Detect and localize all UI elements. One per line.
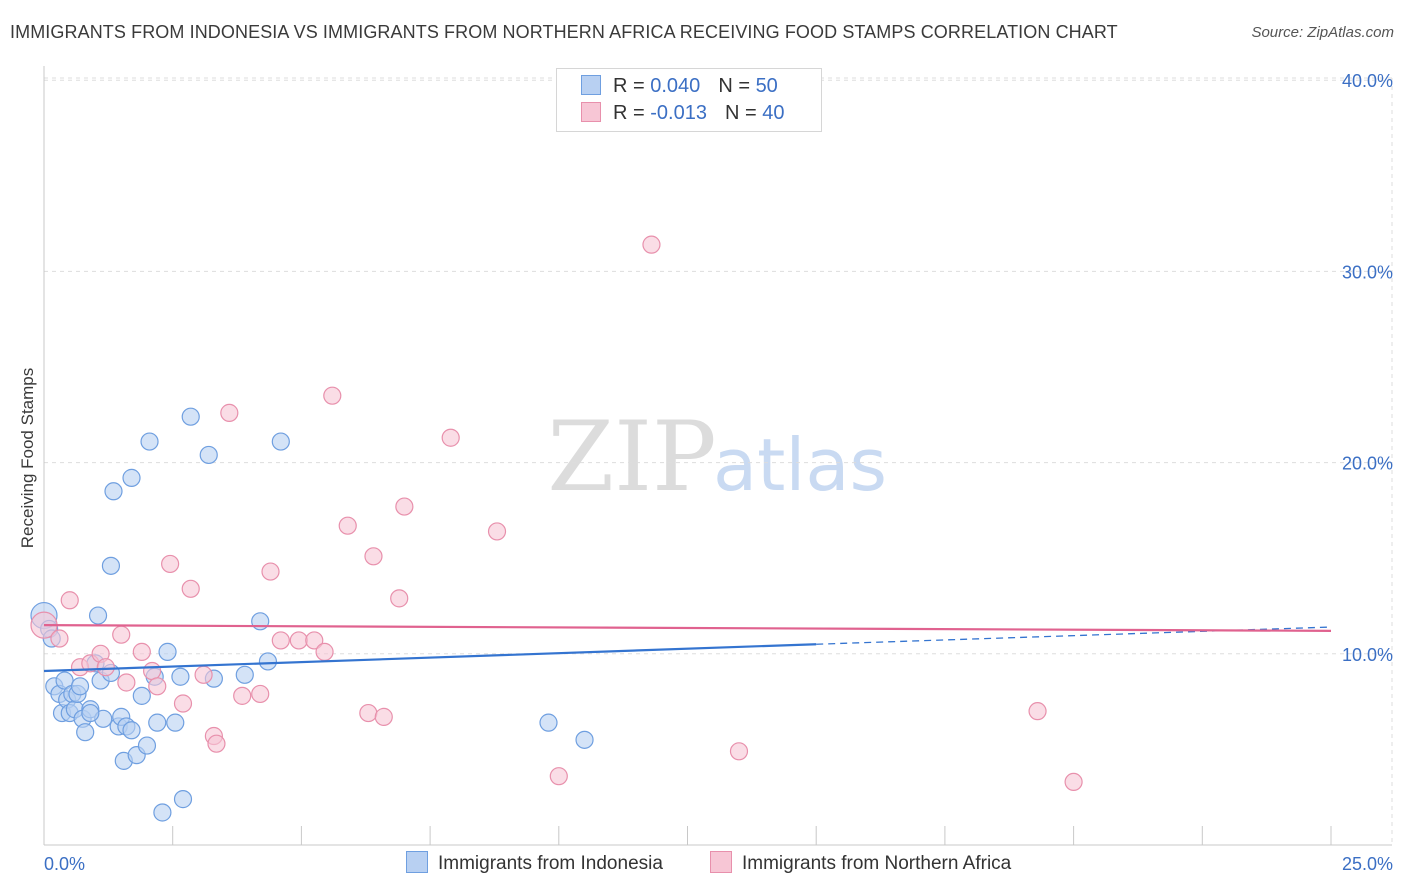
northern-africa-point xyxy=(173,694,193,713)
northern-africa-point xyxy=(549,767,568,786)
y-tick-label: 40.0% xyxy=(1342,71,1393,91)
northern-africa-point xyxy=(729,742,749,761)
indonesia-point xyxy=(171,667,190,686)
legend-swatch-blue xyxy=(581,75,601,95)
legend-n-value: 40 xyxy=(762,102,785,124)
legend-n-label: N = xyxy=(724,102,763,124)
northern-africa-point xyxy=(96,658,115,677)
legend-label-indonesia: Immigrants from Indonesia xyxy=(438,853,663,874)
legend-label-northern-africa: Immigrants from Northern Africa xyxy=(742,853,1012,874)
northern-africa-trend-line xyxy=(43,624,1332,632)
indonesia-point xyxy=(235,665,254,684)
northern-africa-point xyxy=(1064,772,1083,792)
northern-africa-point xyxy=(207,734,226,753)
legend-r-label: R = xyxy=(613,102,651,124)
legend-row-indonesia: R = 0.040 N = 50 xyxy=(581,75,778,101)
y-tick-label: 30.0% xyxy=(1342,262,1393,282)
legend-swatch-pink xyxy=(581,102,601,122)
indonesia-trend-extension xyxy=(816,626,1332,645)
northern-africa-point xyxy=(364,547,383,566)
indonesia-point xyxy=(166,713,185,732)
tick-labels: 10.0% 20.0% 30.0% 40.0% 0.0% 25.0% xyxy=(44,71,1393,874)
axes xyxy=(43,66,1392,846)
northern-africa-point xyxy=(143,661,162,681)
northern-africa-point xyxy=(233,686,252,705)
indonesia-point xyxy=(137,736,157,755)
indonesia-point xyxy=(539,713,558,732)
bottom-legend-northern-africa: Immigrants from Northern Africa xyxy=(710,851,1011,875)
legend-r-value: -0.013 xyxy=(650,102,707,124)
trend-lines xyxy=(43,624,1332,673)
northern-africa-point xyxy=(132,642,151,661)
northern-africa-point xyxy=(487,522,507,541)
indonesia-point xyxy=(173,790,193,809)
indonesia-point xyxy=(122,468,141,487)
indonesia-point xyxy=(76,723,95,742)
correlation-legend: R = 0.040 N = 50 R = -0.013 N = 40 xyxy=(556,68,822,132)
northern-africa-point xyxy=(261,562,280,581)
northern-africa-point xyxy=(323,386,342,405)
northern-africa-point xyxy=(374,707,393,726)
watermark: ZIP atlas xyxy=(547,401,887,513)
indonesia-point xyxy=(199,445,218,465)
northern-africa-point xyxy=(251,684,270,704)
legend-row-northern-africa: R = -0.013 N = 40 xyxy=(581,102,784,128)
indonesia-point xyxy=(101,556,121,575)
northern-africa-point xyxy=(117,673,136,692)
northern-africa-point xyxy=(338,516,357,535)
northern-africa-point xyxy=(315,642,334,661)
bottom-legend-indonesia: Immigrants from Indonesia xyxy=(406,851,663,875)
indonesia-point xyxy=(251,612,270,631)
northern-africa-point xyxy=(1028,702,1047,721)
northern-africa-point xyxy=(60,591,79,610)
northern-africa-point xyxy=(305,631,324,650)
indonesia-point xyxy=(158,642,177,661)
northern-africa-point xyxy=(271,631,290,650)
indonesia-point xyxy=(271,432,290,451)
x-tick-label: 0.0% xyxy=(44,854,85,874)
northern-africa-point xyxy=(50,629,69,648)
indonesia-point xyxy=(148,713,167,732)
northern-africa-point xyxy=(642,235,661,254)
legend-r-label: R = xyxy=(613,75,651,97)
northern-africa-point xyxy=(395,497,414,516)
northern-africa-point xyxy=(390,589,409,608)
legend-n-value: 50 xyxy=(755,75,778,97)
northern-africa-point xyxy=(161,554,180,574)
northern-africa-point xyxy=(148,677,167,696)
indonesia-point xyxy=(575,730,594,749)
y-tick-label: 20.0% xyxy=(1342,454,1393,474)
y-tick-label: 10.0% xyxy=(1342,645,1393,665)
indonesia-trend-line xyxy=(43,643,817,673)
indonesia-point xyxy=(140,432,159,451)
northern-africa-point xyxy=(181,579,200,598)
legend-n-label: N = xyxy=(718,75,756,97)
watermark-atlas: atlas xyxy=(713,423,887,507)
northern-africa-point xyxy=(112,625,131,644)
indonesia-point xyxy=(153,803,172,822)
northern-africa-point xyxy=(289,631,308,650)
watermark-zip: ZIP xyxy=(547,401,716,513)
indonesia-point xyxy=(104,482,123,501)
northern-africa-point xyxy=(441,428,460,447)
x-tick-label: 25.0% xyxy=(1342,854,1393,874)
legend-swatch-pink xyxy=(710,851,732,873)
indonesia-point xyxy=(258,652,278,671)
source-label: Source: ZipAtlas.com xyxy=(1251,24,1394,41)
data-points xyxy=(30,235,1083,822)
indonesia-point xyxy=(181,407,200,426)
indonesia-point xyxy=(70,677,90,696)
indonesia-point xyxy=(88,606,108,625)
chart-title: IMMIGRANTS FROM INDONESIA VS IMMIGRANTS … xyxy=(10,22,1118,42)
northern-africa-point xyxy=(220,403,239,422)
legend-swatch-blue xyxy=(406,851,428,873)
northern-africa-point xyxy=(359,703,378,723)
indonesia-point xyxy=(122,721,141,740)
indonesia-point xyxy=(81,703,100,723)
northern-africa-point xyxy=(194,665,213,684)
legend-r-value: 0.040 xyxy=(650,75,701,97)
indonesia-point xyxy=(132,686,151,705)
